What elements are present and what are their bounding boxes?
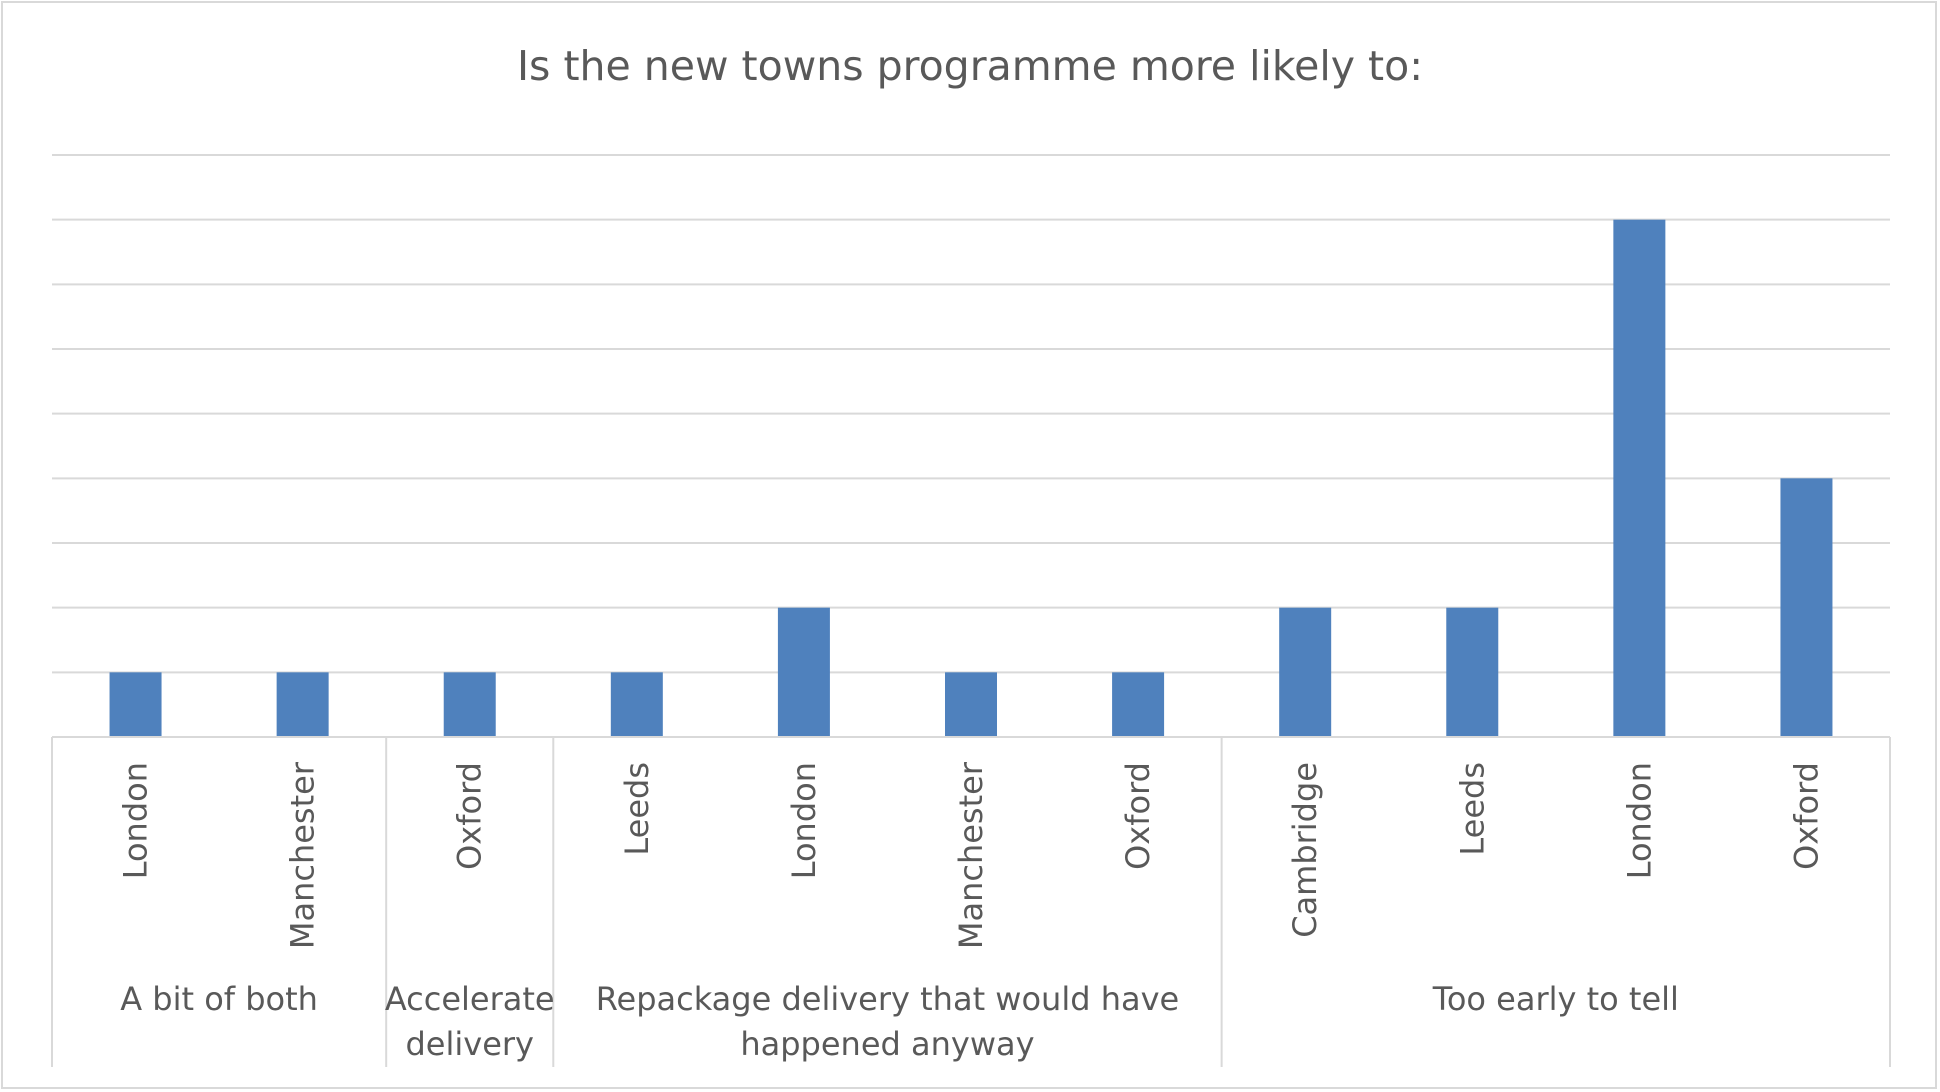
group-label: A bit of both	[120, 980, 318, 1018]
tick-label: Oxford	[1119, 762, 1157, 870]
bar	[276, 672, 329, 737]
bar	[1112, 672, 1165, 737]
bar	[1446, 607, 1499, 737]
chart-title: Is the new towns programme more likely t…	[516, 42, 1424, 90]
tick-label: Leeds	[1453, 762, 1491, 856]
group-label: delivery	[405, 1025, 534, 1063]
tick-label: Leeds	[618, 762, 656, 856]
category-axis: London Manchester Oxford Leeds London Manches…	[51, 736, 1891, 1067]
bar	[443, 672, 496, 737]
tick-label: Manchester	[284, 761, 322, 949]
bar	[1780, 478, 1833, 737]
bar	[777, 607, 830, 737]
tick-label: London	[785, 762, 823, 879]
bar	[1613, 219, 1666, 737]
bar	[1279, 607, 1332, 737]
tick-label: Cambridge	[1286, 762, 1324, 938]
group-label: happened anyway	[740, 1025, 1034, 1063]
group-label: Repackage delivery that would have	[596, 980, 1180, 1018]
bars	[109, 219, 1833, 737]
tick-label: Oxford	[451, 762, 489, 870]
group-label: Accelerate	[385, 980, 555, 1018]
tick-label: London	[1620, 762, 1658, 879]
group-label: Too early to tell	[1432, 980, 1679, 1018]
bar	[610, 672, 663, 737]
gridlines	[52, 154, 1890, 674]
tick-label: London	[117, 762, 155, 879]
tick-label: Oxford	[1787, 762, 1825, 870]
bar	[945, 672, 997, 737]
bar	[109, 672, 162, 737]
tick-label: Manchester	[952, 761, 990, 949]
